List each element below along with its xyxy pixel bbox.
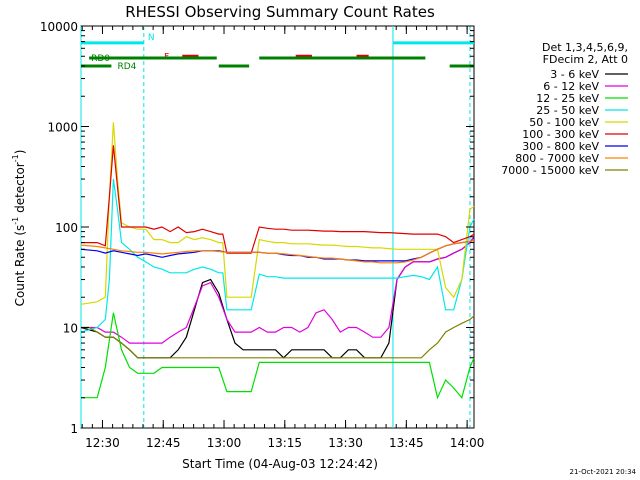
x-tick-label-3: 13:00	[207, 436, 242, 450]
y-tick-label-2: 10	[63, 322, 78, 336]
x-tick-label-1: 12:30	[85, 436, 120, 450]
flag-label-rd0: RD0	[91, 54, 110, 64]
legend-label-1: 3 - 6 keV	[550, 68, 599, 81]
series-line-9	[81, 315, 475, 359]
legend-label-8: 800 - 7000 keV	[515, 152, 599, 165]
y-tick-label-5: 10000	[40, 20, 78, 34]
series-line-5	[80, 122, 475, 305]
y-label-end: )	[13, 150, 27, 155]
x-tick-label-4: 13:15	[267, 436, 302, 450]
series-line-3	[81, 312, 475, 400]
legend-label-2: 6 - 12 keV	[543, 80, 599, 93]
legend-header-2: FDecim 2, Att 0	[543, 53, 628, 66]
legend: Det 1,3,4,5,6,9, FDecim 2, Att 0 3 - 6 k…	[501, 41, 628, 177]
legend-label-6: 100 - 300 keV	[522, 128, 599, 141]
x-axis-label: Start Time (04-Aug-03 12:24:42)	[182, 457, 378, 471]
y-label-main: Count Rate (s	[13, 225, 27, 307]
flag-label-n: N	[148, 33, 155, 43]
y-label-mid: detector	[13, 162, 27, 217]
y-tick-label-1: 1	[70, 422, 78, 436]
legend-label-7: 300 - 800 keV	[522, 140, 599, 153]
x-tick-label-6: 13:45	[389, 436, 424, 450]
series-line-4	[80, 178, 475, 333]
legend-label-9: 7000 - 15000 keV	[501, 164, 599, 177]
series-line-7	[80, 240, 475, 262]
x-tick-label-5: 13:30	[328, 436, 363, 450]
y-axis-label: Count Rate (s-1 detector-1)	[11, 150, 27, 307]
generated-timestamp: 21-Oct-2021 20:34	[570, 468, 637, 476]
chart-title: RHESSI Observing Summary Count Rates	[125, 3, 435, 21]
y-tick-label-3: 100	[55, 221, 78, 235]
series-line-2	[81, 236, 475, 344]
legend-header-1: Det 1,3,4,5,6,9,	[542, 41, 628, 54]
y-label-sup2: -1	[11, 154, 20, 162]
series-line-8	[80, 240, 475, 264]
x-tick-label-7: 14:00	[450, 436, 485, 450]
x-tick-label-2: 12:45	[146, 436, 181, 450]
legend-label-3: 12 - 25 keV	[536, 92, 599, 105]
legend-label-5: 50 - 100 keV	[529, 116, 599, 129]
legend-label-4: 25 - 50 keV	[536, 104, 599, 117]
flag-label-rd4: RD4	[117, 62, 136, 72]
y-label-sup1: -1	[11, 217, 20, 225]
series-line-6	[81, 145, 475, 254]
y-tick-label-4: 1000	[47, 121, 78, 135]
